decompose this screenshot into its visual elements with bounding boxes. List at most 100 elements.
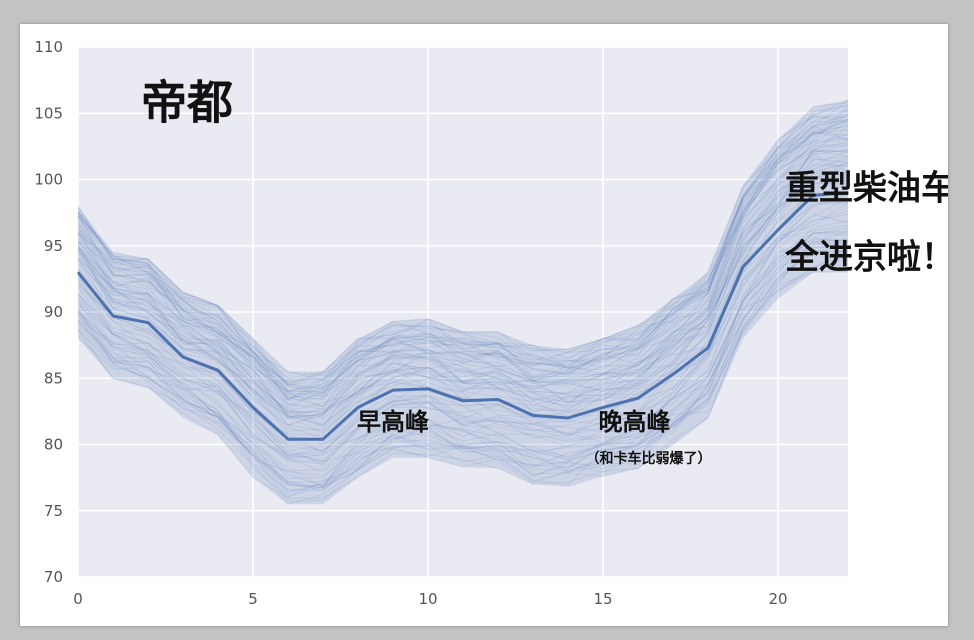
trajectory-line	[77, 200, 849, 456]
trajectory-line	[77, 250, 849, 487]
trajectory-line	[77, 114, 849, 400]
trajectory-line	[77, 241, 849, 502]
trajectory-line	[77, 193, 849, 453]
trajectory-line	[77, 224, 849, 465]
trajectory-line	[77, 197, 849, 458]
trajectory-line	[77, 271, 849, 499]
trajectory-line	[77, 239, 849, 491]
annotation-text: 早高峰	[357, 408, 429, 436]
trajectory-line	[77, 116, 849, 380]
trajectory-line	[77, 107, 849, 398]
trajectory-line	[77, 102, 849, 389]
trajectory-line	[77, 246, 849, 480]
y-tick-label: 70	[44, 568, 63, 586]
trajectory-line	[77, 125, 849, 399]
trajectory-line	[77, 156, 849, 413]
trajectory-line	[77, 158, 849, 418]
y-axis-ticks: 70 75 80 85 90 95 100 105 110	[34, 38, 63, 586]
trajectory-line	[77, 213, 849, 462]
trajectory-line	[77, 237, 849, 463]
trajectory-line	[77, 152, 849, 428]
trajectory-line	[77, 104, 849, 377]
trajectory-line	[77, 142, 849, 393]
x-tick-label: 10	[418, 590, 437, 608]
trajectory-line	[77, 149, 849, 417]
trajectory-line	[77, 176, 849, 442]
trajectory-line	[77, 143, 849, 401]
band-envelope	[78, 100, 848, 505]
trajectory-line	[77, 154, 849, 426]
mean-line	[76, 191, 849, 441]
trajectory-line	[77, 149, 849, 407]
trajectory-line	[77, 118, 849, 398]
trajectory-line	[77, 139, 849, 395]
trajectory-line	[77, 250, 849, 472]
trajectory-line	[77, 242, 849, 488]
y-tick-label: 95	[44, 237, 63, 255]
trajectory-line	[77, 161, 849, 420]
trajectory-line	[77, 232, 849, 492]
trajectory-line	[77, 164, 849, 426]
x-tick-label: 5	[248, 590, 258, 608]
trajectory-line	[77, 126, 849, 409]
trajectory-line	[77, 118, 849, 401]
annotation-text: 晚高峰	[599, 408, 671, 436]
trajectory-line	[77, 115, 849, 392]
trajectory-line	[77, 210, 849, 467]
trajectory-line	[77, 150, 849, 410]
trajectory-line	[77, 202, 849, 458]
y-tick-label: 105	[34, 104, 63, 122]
trajectory-line	[77, 132, 849, 393]
trajectory-line	[77, 119, 849, 401]
y-tick-label: 85	[44, 369, 63, 387]
trajectory-line	[77, 238, 849, 492]
slide-canvas: 0 5 10 15 20 70 75 80 85 90 95 100 105 110 帝都 重型柴油车 全进…	[20, 24, 948, 626]
trajectory-line	[77, 150, 849, 426]
trajectory-line	[77, 120, 849, 387]
y-tick-label: 90	[44, 303, 63, 321]
trajectory-line	[77, 137, 849, 413]
trajectory-line	[77, 240, 849, 498]
y-tick-label: 100	[34, 171, 63, 189]
trajectory-line	[77, 201, 849, 457]
y-tick-label: 110	[34, 38, 63, 56]
trajectory-line	[77, 148, 849, 420]
trajectory-line	[77, 145, 849, 407]
trajectory-line	[77, 113, 849, 395]
annotation-text: （和卡车比弱爆了）	[586, 450, 712, 467]
trajectory-line	[77, 99, 849, 383]
trajectory-line	[77, 232, 849, 489]
annotation-text: 帝都	[141, 76, 233, 130]
annotation-text: 全进京啦！	[784, 237, 948, 277]
grid-lines	[77, 46, 848, 578]
trajectory-line	[77, 246, 849, 488]
y-tick-label: 80	[44, 436, 63, 454]
annotation-text: 重型柴油车	[785, 168, 948, 208]
trajectory-line	[77, 161, 849, 425]
trajectory-line	[77, 238, 849, 489]
trajectory-line	[77, 213, 849, 460]
trajectory-line	[77, 177, 849, 446]
trajectory-line	[77, 171, 849, 434]
trajectory-line	[77, 179, 849, 452]
line-chart: 0 5 10 15 20 70 75 80 85 90 95 100 105 110 帝都重型柴油车全进…	[34, 38, 948, 608]
trajectory-line	[77, 254, 849, 498]
trajectory-line	[77, 164, 849, 426]
trajectory-line	[77, 129, 849, 406]
trajectory-line	[77, 124, 849, 400]
trajectory-line	[77, 148, 849, 419]
trajectory-line	[77, 230, 849, 494]
trajectory-line	[77, 141, 849, 414]
trajectory-line	[77, 125, 849, 393]
trajectory-line	[77, 130, 849, 401]
trajectory-line	[77, 121, 849, 387]
x-axis-ticks: 0 5 10 15 20	[73, 590, 787, 608]
mean-series	[76, 191, 849, 441]
y-tick-label: 75	[44, 502, 63, 520]
trajectory-line	[77, 99, 849, 381]
trajectory-line	[77, 179, 849, 432]
trajectory-line	[77, 156, 849, 419]
trajectory-line	[77, 220, 849, 473]
trajectory-line	[77, 110, 849, 380]
trajectory-line	[77, 227, 849, 487]
